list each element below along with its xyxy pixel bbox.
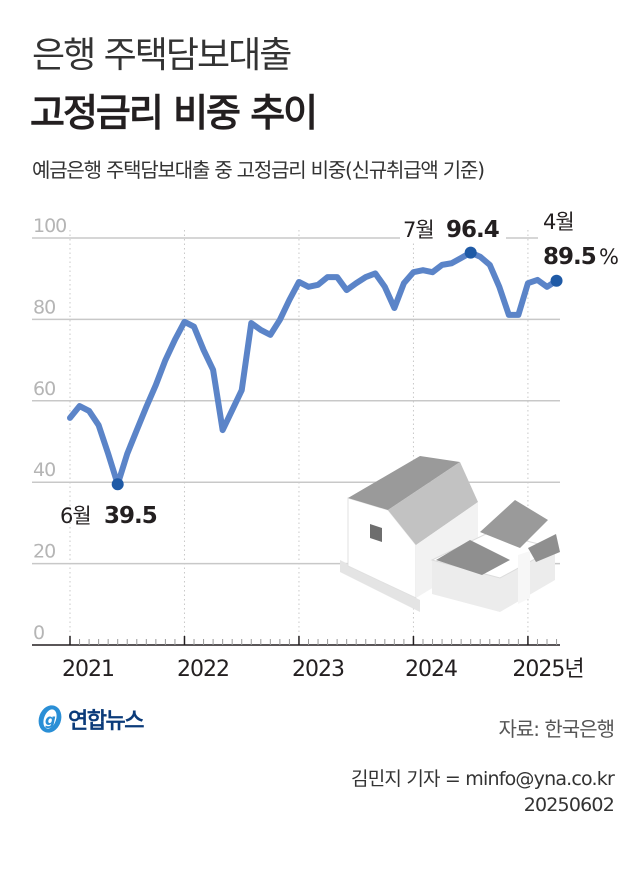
annotation-last-month: 4월 bbox=[543, 210, 574, 234]
y-axis-labels: 0 20 40 60 80 100 bbox=[33, 215, 67, 644]
y-tick-label: 60 bbox=[33, 378, 55, 400]
yonhap-logo: g 연합뉴스 bbox=[36, 703, 144, 735]
chart-subtitle: 예금은행 주택담보대출 중 고정금리 비중(신규취급액 기준) bbox=[32, 158, 485, 182]
year-guides bbox=[69, 230, 529, 645]
svg-text:g: g bbox=[45, 711, 56, 729]
annotation-min: 6월 39.5 bbox=[60, 503, 158, 529]
x-tick-label: 2021 bbox=[62, 657, 114, 682]
chart-title-line1: 은행 주택담보대출 bbox=[32, 35, 292, 76]
x-tick-label: 2023 bbox=[292, 657, 344, 682]
x-tick-label: 2025년 bbox=[512, 657, 583, 682]
y-tick-label: 0 bbox=[33, 622, 44, 644]
annotation-last: 4월 89.5 % bbox=[538, 200, 633, 272]
y-tick-label: 20 bbox=[33, 541, 55, 563]
data-markers bbox=[111, 246, 563, 491]
x-tick-label: 2024 bbox=[405, 657, 457, 682]
annotation-min-value: 39.5 bbox=[104, 503, 157, 529]
publish-date: 20250602 bbox=[523, 794, 615, 816]
y-tick-label: 80 bbox=[33, 296, 55, 318]
reporter-credit: 김민지 기자 = minfo@yna.co.kr bbox=[351, 768, 615, 790]
source-note: 자료: 한국은행 bbox=[498, 717, 615, 741]
y-tick-label: 40 bbox=[33, 459, 55, 481]
annotation-min-month: 6월 bbox=[60, 504, 91, 528]
yonhap-logo-text: 연합뉴스 bbox=[68, 709, 144, 734]
line-chart: 0 20 40 60 80 100 2021 2022 2023 2024 2025년 6월 39… bbox=[32, 200, 633, 682]
x-tick-label: 2022 bbox=[177, 657, 229, 682]
highlight-marker bbox=[550, 274, 563, 287]
x-axis: 2021 2022 2023 2024 2025년 bbox=[32, 636, 585, 682]
highlight-marker bbox=[464, 246, 477, 259]
chart-title-line2: 고정금리 비중 추이 bbox=[30, 91, 318, 135]
annotation-max-value: 96.4 bbox=[446, 217, 499, 243]
house-money-illustration bbox=[340, 456, 560, 612]
annotation-last-value: 89.5 bbox=[543, 244, 596, 270]
annotation-max-month: 7월 bbox=[403, 218, 434, 242]
y-tick-label: 100 bbox=[33, 215, 66, 237]
annotation-last-unit: % bbox=[599, 245, 619, 269]
highlight-marker bbox=[111, 478, 124, 491]
annotation-max: 7월 96.4 bbox=[400, 212, 506, 243]
byline: 김민지 기자 = minfo@yna.co.kr 20250602 bbox=[351, 766, 615, 818]
data-line bbox=[67, 249, 560, 488]
yonhap-logo-icon: g bbox=[38, 705, 62, 733]
